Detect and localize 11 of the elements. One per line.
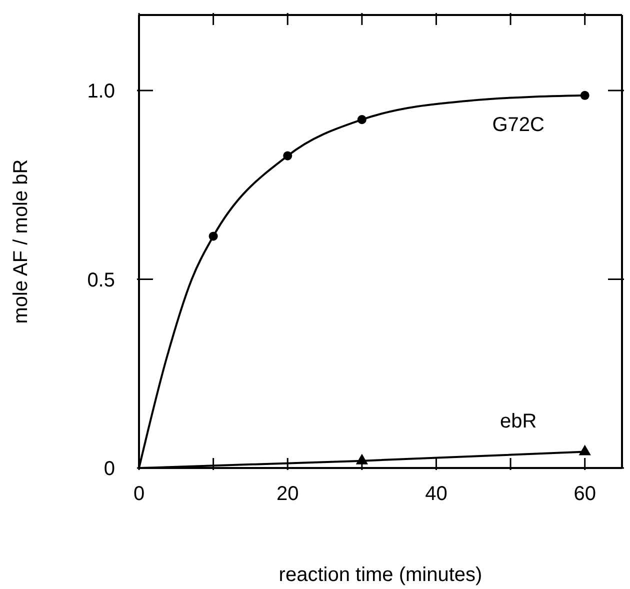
series-label: G72C xyxy=(492,114,544,136)
x-tick-label: 20 xyxy=(276,483,299,505)
y-tick-label: 0.5 xyxy=(87,269,115,292)
y-tick-label: 1.0 xyxy=(87,80,115,102)
x-tick-label: 40 xyxy=(425,483,448,505)
y-tick-label: 0 xyxy=(104,458,115,480)
x-tick-label: 0 xyxy=(133,483,145,505)
x-axis-title: reaction time (minutes) xyxy=(278,564,482,586)
text: ebR xyxy=(500,410,537,432)
x-tick-label: 60 xyxy=(574,483,596,505)
y-axis-title: mole AF / mole bR xyxy=(10,159,32,324)
